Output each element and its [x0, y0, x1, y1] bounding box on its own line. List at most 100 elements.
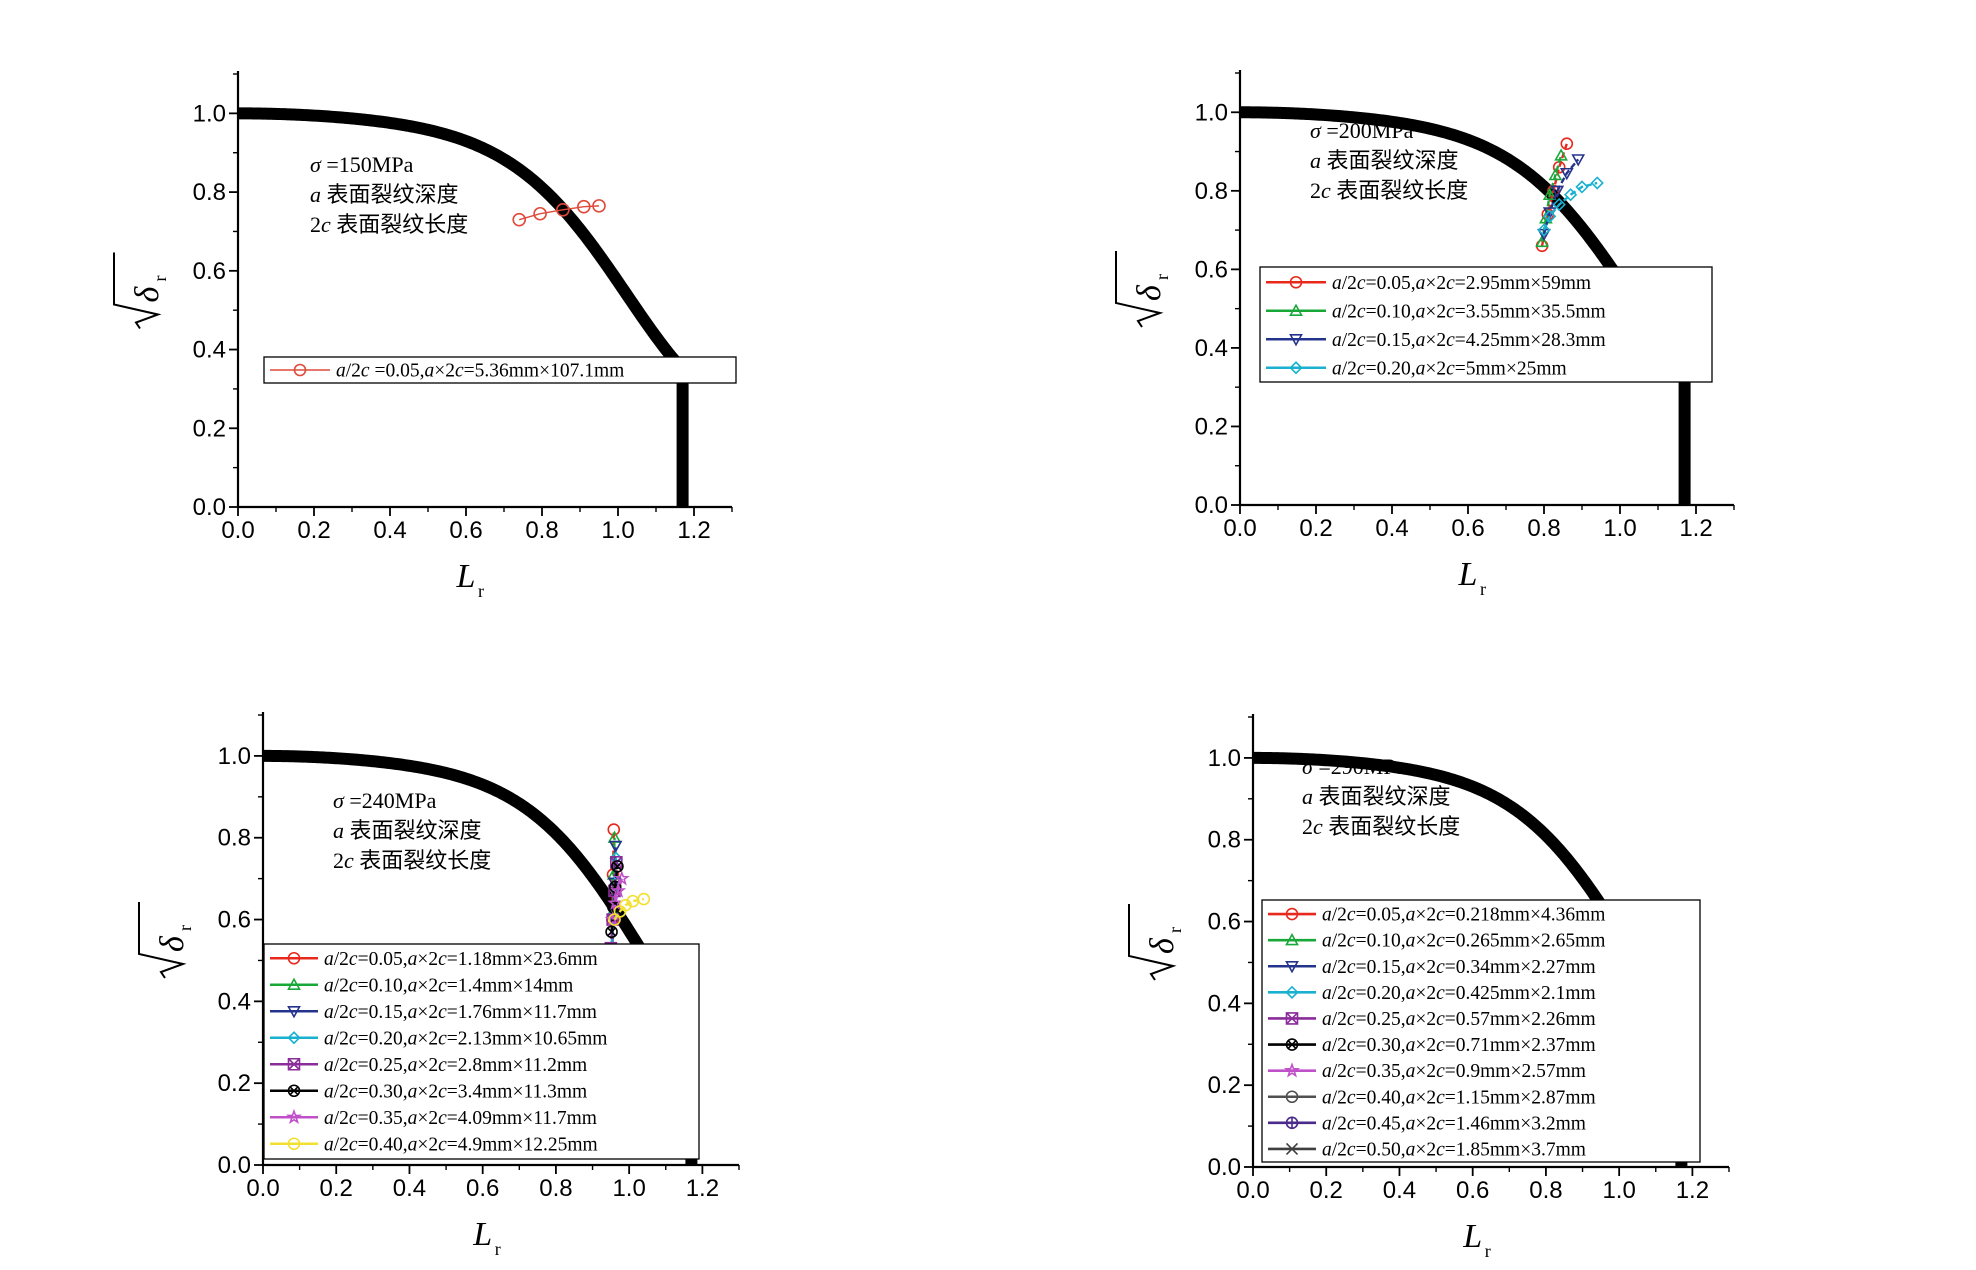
data-point — [637, 892, 651, 906]
legend-swatch-marker — [287, 1006, 301, 1019]
legend-label: a/2c=0.20,a×2c=0.425mm×2.1mm — [1322, 983, 1596, 1004]
legend-swatch-marker — [287, 1057, 301, 1071]
data-point — [556, 203, 570, 217]
y-axis-label-subscript: r — [1152, 274, 1172, 280]
data-point — [610, 882, 627, 898]
y-tick-label: 0.0 — [1208, 1154, 1241, 1181]
legend-swatch-marker — [287, 977, 301, 990]
annotation-line: a 表面裂纹深度 — [1302, 784, 1451, 809]
x-axis-label-subscript: r — [1485, 1241, 1491, 1261]
legend-label: a/2c=0.05,a×2c=1.18mm×23.6mm — [324, 949, 598, 970]
data-point — [605, 925, 618, 939]
y-tick-label: 1.0 — [193, 100, 226, 127]
legend-label: a/2c=0.25,a×2c=0.57mm×2.26mm — [1322, 1009, 1596, 1030]
legend-box — [263, 943, 700, 1160]
x-tick-label: 0.6 — [449, 517, 482, 544]
legend-label: a/2c=0.50,a×2c=1.85mm×3.7mm — [1322, 1139, 1586, 1160]
series-line — [609, 862, 618, 949]
legend-label: a/2c=0.10,a×2c=0.265mm×2.65mm — [1322, 931, 1605, 952]
legend-swatch-marker — [1289, 275, 1303, 289]
legend-label: a/2c=0.05,a×2c=0.218mm×4.36mm — [1322, 905, 1605, 926]
y-tick-label: 0.0 — [193, 494, 226, 521]
x-tick-label: 0.4 — [393, 1175, 426, 1202]
series-line — [1540, 155, 1563, 243]
legend-label: a/2c=0.30,a×2c=3.4mm×11.3mm — [324, 1081, 587, 1102]
data-point — [611, 860, 624, 873]
x-tick-label: 0.0 — [246, 1175, 279, 1202]
x-tick-label: 0.8 — [525, 517, 558, 544]
data-point — [533, 206, 547, 221]
legend-swatch-marker — [287, 1031, 301, 1045]
y-tick-label: 0.2 — [218, 1070, 251, 1097]
chart-panel-4: 0.0 0.2 0.4 0.6 0.8 1.0 1.2 0.0 0.2 0.4 0.6 0.8 1.0 L… — [1128, 714, 1730, 1261]
data-point — [1559, 167, 1574, 181]
legend: a/2c=0.05,a×2c=0.218mm×4.36mm a/2c=0.10,a… — [1261, 899, 1701, 1163]
y-axis-label-text: δ — [129, 286, 166, 303]
y-axis-label-text: δ — [1144, 937, 1181, 954]
legend-label: a/2c=0.35,a×2c=0.9mm×2.57mm — [1322, 1061, 1586, 1082]
legend-label: a/2c=0.15,a×2c=4.25mm×28.3mm — [1332, 330, 1606, 351]
legend-label: a/2c=0.30,a×2c=0.71mm×2.37mm — [1322, 1035, 1596, 1056]
y-tick-label: 0.6 — [1195, 256, 1228, 283]
legend-box — [1259, 266, 1713, 383]
legend-label: a/2c=0.15,a×2c=0.34mm×2.27mm — [1322, 957, 1596, 978]
x-tick-label: 0.4 — [373, 517, 406, 544]
x-tick-label: 0.0 — [1223, 515, 1256, 542]
y-axis-label-text: δ — [154, 935, 191, 952]
legend-swatch-marker — [1289, 303, 1303, 316]
data-point — [613, 870, 630, 886]
y-tick-label: 0.6 — [1208, 909, 1241, 936]
y-axis-label: δr — [1115, 251, 1172, 328]
data-point — [592, 199, 606, 213]
x-tick-label: 0.6 — [1456, 1177, 1489, 1204]
legend-label: a/2c=0.35,a×2c=4.09mm×11.7mm — [324, 1108, 597, 1129]
x-tick-label: 1.2 — [1679, 515, 1712, 542]
legend: a/2c =0.05,a×2c=5.36mm×107.1mm — [263, 356, 737, 384]
x-axis-label-subscript: r — [1480, 579, 1486, 599]
legend-swatch-marker — [287, 1084, 301, 1097]
x-tick-label: 0.8 — [539, 1175, 572, 1202]
legend-label: a/2c=0.10,a×2c=1.4mm×14mm — [324, 975, 573, 996]
x-tick-label: 0.8 — [1529, 1177, 1562, 1204]
y-tick-label: 0.6 — [218, 907, 251, 934]
y-axis-label: δr — [113, 252, 170, 330]
legend-swatch-marker — [1285, 1090, 1299, 1103]
x-tick-label: 0.6 — [1451, 515, 1484, 542]
legend-swatch-marker — [1285, 933, 1299, 946]
x-tick-label: 0.4 — [1383, 1177, 1416, 1204]
data-point — [1560, 137, 1574, 150]
x-tick-label: 1.2 — [1676, 1177, 1709, 1204]
legend-label: a/2c=0.25,a×2c=2.8mm×11.2mm — [324, 1055, 587, 1076]
x-tick-label: 0.0 — [221, 517, 254, 544]
x-tick-label: 0.2 — [320, 1175, 353, 1202]
annotation-line: a 表面裂纹深度 — [1310, 148, 1459, 173]
x-tick-label: 0.4 — [1375, 515, 1408, 542]
x-axis-label: L — [456, 558, 476, 595]
legend-swatch-marker — [1283, 1062, 1301, 1078]
y-tick-label: 0.0 — [218, 1152, 251, 1179]
data-point — [1548, 167, 1563, 181]
y-tick-label: 0.8 — [1195, 178, 1228, 205]
y-tick-label: 1.0 — [218, 743, 251, 770]
x-axis-label: L — [472, 1216, 492, 1253]
data-point — [1571, 154, 1586, 167]
data-point — [1535, 234, 1549, 248]
legend-box — [263, 356, 737, 384]
legend-label: a/2c=0.40,a×2c=1.15mm×2.87mm — [1322, 1087, 1596, 1108]
annotation-line: a 表面裂纹深度 — [310, 182, 459, 207]
y-tick-label: 0.4 — [193, 337, 226, 364]
y-axis-label: δr — [1128, 904, 1185, 981]
x-tick-label: 0.2 — [1310, 1177, 1343, 1204]
y-axis-label-subscript: r — [1165, 927, 1185, 933]
y-tick-label: 1.0 — [1208, 745, 1241, 772]
legend-swatch-marker — [1285, 985, 1299, 999]
data-point — [512, 212, 527, 227]
legend-swatch-marker — [287, 951, 301, 965]
sqrt-symbol — [113, 252, 162, 330]
data-point — [1542, 187, 1557, 200]
legend-swatch-marker — [1285, 907, 1299, 921]
series-line — [613, 897, 645, 921]
data-point — [1543, 209, 1557, 223]
series-line — [611, 878, 623, 920]
legend-box — [1261, 899, 1701, 1163]
